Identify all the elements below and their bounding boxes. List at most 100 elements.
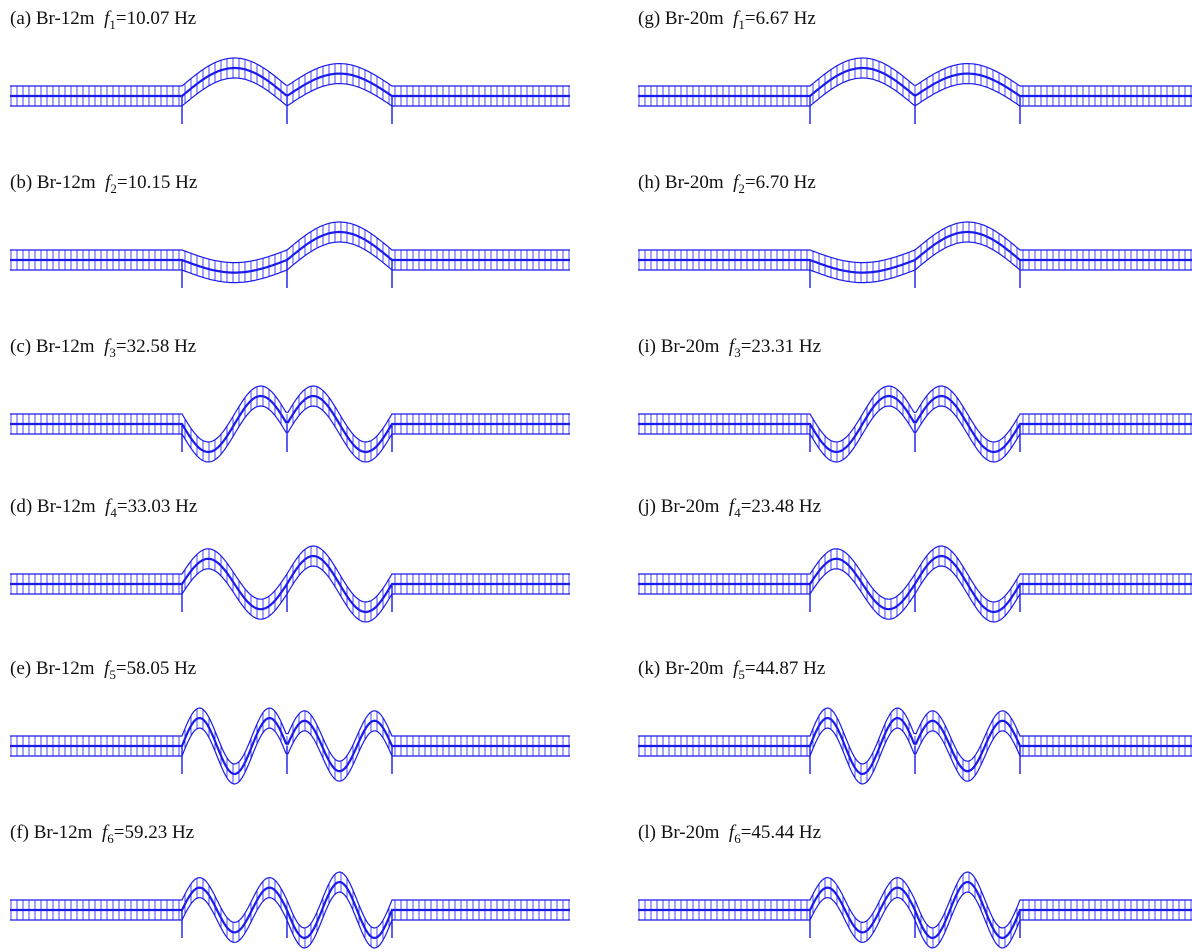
deck-top-line	[10, 385, 570, 443]
panel-caption: (f) Br-12m f6=59.23 Hz	[10, 822, 194, 850]
bridge-name: Br-12m	[33, 822, 93, 843]
deck-bottom-line	[638, 727, 1192, 785]
deck-top-line	[10, 221, 570, 264]
mode-index: 4	[110, 505, 117, 520]
deck-bottom-line	[10, 727, 570, 785]
deck-bottom-line	[10, 405, 570, 463]
frequency-symbol: f	[728, 336, 735, 357]
frequency-value: =6.67 Hz	[744, 8, 816, 29]
panel-caption: (j) Br-20m f4=23.48 Hz	[638, 496, 821, 524]
deck-center-line	[638, 230, 1192, 274]
frequency-symbol: f	[105, 172, 111, 193]
panel-caption: (l) Br-20m f6=45.44 Hz	[638, 822, 821, 850]
frequency-value: =45.44 Hz	[740, 822, 822, 843]
panel-caption: (k) Br-20m f5=44.87 Hz	[638, 658, 825, 686]
bridge-name: Br-12m	[36, 172, 96, 193]
frequency-symbol: f	[728, 496, 735, 517]
mode-index: 1	[109, 17, 116, 32]
deck-top-line	[10, 871, 570, 929]
frequency-value: =59.23 Hz	[113, 822, 195, 843]
bridge-name: Br-12m	[35, 8, 95, 29]
mode-shape-plot-i	[638, 385, 1192, 463]
deck-center-line	[638, 66, 1192, 98]
mode-shape-plot-k	[638, 707, 1192, 785]
mode-index: 6	[107, 831, 114, 846]
mode-index: 4	[734, 505, 741, 520]
panel-tag: (k)	[638, 658, 661, 679]
mode-shape-plot-h	[638, 221, 1192, 288]
deck-bottom-line	[638, 77, 1192, 107]
panel-caption: (i) Br-20m f3=23.31 Hz	[638, 336, 821, 364]
panel-tag: (e)	[10, 658, 32, 679]
frequency-value: =23.48 Hz	[740, 496, 822, 517]
panel-a: (a) Br-12m f1=10.07 Hz	[10, 8, 570, 138]
panel-e: (e) Br-12m f5=58.05 Hz	[10, 658, 570, 788]
mode-shape-plot-e	[10, 707, 570, 785]
deck-top-line	[10, 707, 570, 765]
panel-k: (k) Br-20m f5=44.87 Hz	[638, 658, 1192, 788]
frequency-value: =10.07 Hz	[115, 8, 197, 29]
deck-center-line	[10, 66, 570, 98]
panel-tag: (j)	[638, 496, 656, 517]
mode-shape-plot-l	[638, 871, 1192, 949]
frequency-symbol: f	[733, 8, 739, 29]
mode-index: 5	[738, 667, 745, 682]
panel-tag: (h)	[638, 172, 661, 193]
frequency-symbol: f	[101, 822, 108, 843]
panel-caption: (c) Br-12m f3=32.58 Hz	[10, 336, 196, 364]
mode-shape-plot-c	[10, 385, 570, 463]
deck-top-line	[638, 545, 1192, 603]
bridge-name: Br-20m	[664, 658, 724, 679]
mode-shape-plot-f	[10, 871, 570, 949]
panel-tag: (f)	[10, 822, 29, 843]
deck-center-line	[638, 716, 1192, 776]
deck-center-line	[638, 554, 1192, 614]
mode-shape-plot-b	[10, 221, 570, 288]
deck-top-line	[10, 545, 570, 603]
panel-d: (d) Br-12m f4=33.03 Hz	[10, 496, 570, 626]
panel-caption: (g) Br-20m f1=6.67 Hz	[638, 8, 816, 36]
deck-center-line	[10, 880, 570, 940]
panel-j: (j) Br-20m f4=23.48 Hz	[638, 496, 1192, 626]
bridge-name: Br-20m	[660, 822, 720, 843]
panel-tag: (c)	[10, 336, 32, 357]
mode-shape-plot-g	[638, 57, 1192, 124]
deck-center-line	[10, 554, 570, 614]
deck-center-line	[10, 230, 570, 274]
frequency-value: =10.15 Hz	[116, 172, 198, 193]
frequency-value: =23.31 Hz	[740, 336, 822, 357]
frequency-symbol: f	[104, 8, 110, 29]
panel-caption: (a) Br-12m f1=10.07 Hz	[10, 8, 196, 36]
deck-bottom-line	[10, 565, 570, 623]
mode-index: 3	[109, 345, 116, 360]
bridge-name: Br-12m	[36, 496, 96, 517]
mode-index: 2	[110, 181, 117, 196]
panel-b: (b) Br-12m f2=10.15 Hz	[10, 172, 570, 302]
panel-tag: (l)	[638, 822, 656, 843]
deck-top-line	[638, 57, 1192, 87]
frequency-symbol: f	[104, 336, 110, 357]
frequency-symbol: f	[733, 658, 739, 679]
panel-tag: (b)	[10, 172, 33, 193]
panel-c: (c) Br-12m f3=32.58 Hz	[10, 336, 570, 466]
panel-i: (i) Br-20m f3=23.31 Hz	[638, 336, 1192, 466]
mode-index: 1	[738, 17, 745, 32]
panel-caption: (b) Br-12m f2=10.15 Hz	[10, 172, 197, 200]
bridge-name: Br-12m	[35, 658, 95, 679]
bridge-name: Br-20m	[660, 496, 720, 517]
deck-bottom-line	[638, 405, 1192, 463]
mode-index: 5	[109, 667, 116, 682]
mode-index: 3	[734, 345, 741, 360]
frequency-symbol: f	[104, 658, 110, 679]
panel-caption: (d) Br-12m f4=33.03 Hz	[10, 496, 197, 524]
deck-bottom-line	[638, 565, 1192, 623]
mode-shape-plot-d	[10, 545, 570, 623]
bridge-name: Br-20m	[660, 336, 720, 357]
bridge-name: Br-12m	[35, 336, 95, 357]
frequency-symbol: f	[105, 496, 111, 517]
deck-bottom-line	[10, 241, 570, 284]
deck-top-line	[638, 707, 1192, 765]
deck-bottom-line	[638, 241, 1192, 284]
panel-tag: (g)	[638, 8, 661, 29]
frequency-value: =32.58 Hz	[115, 336, 197, 357]
